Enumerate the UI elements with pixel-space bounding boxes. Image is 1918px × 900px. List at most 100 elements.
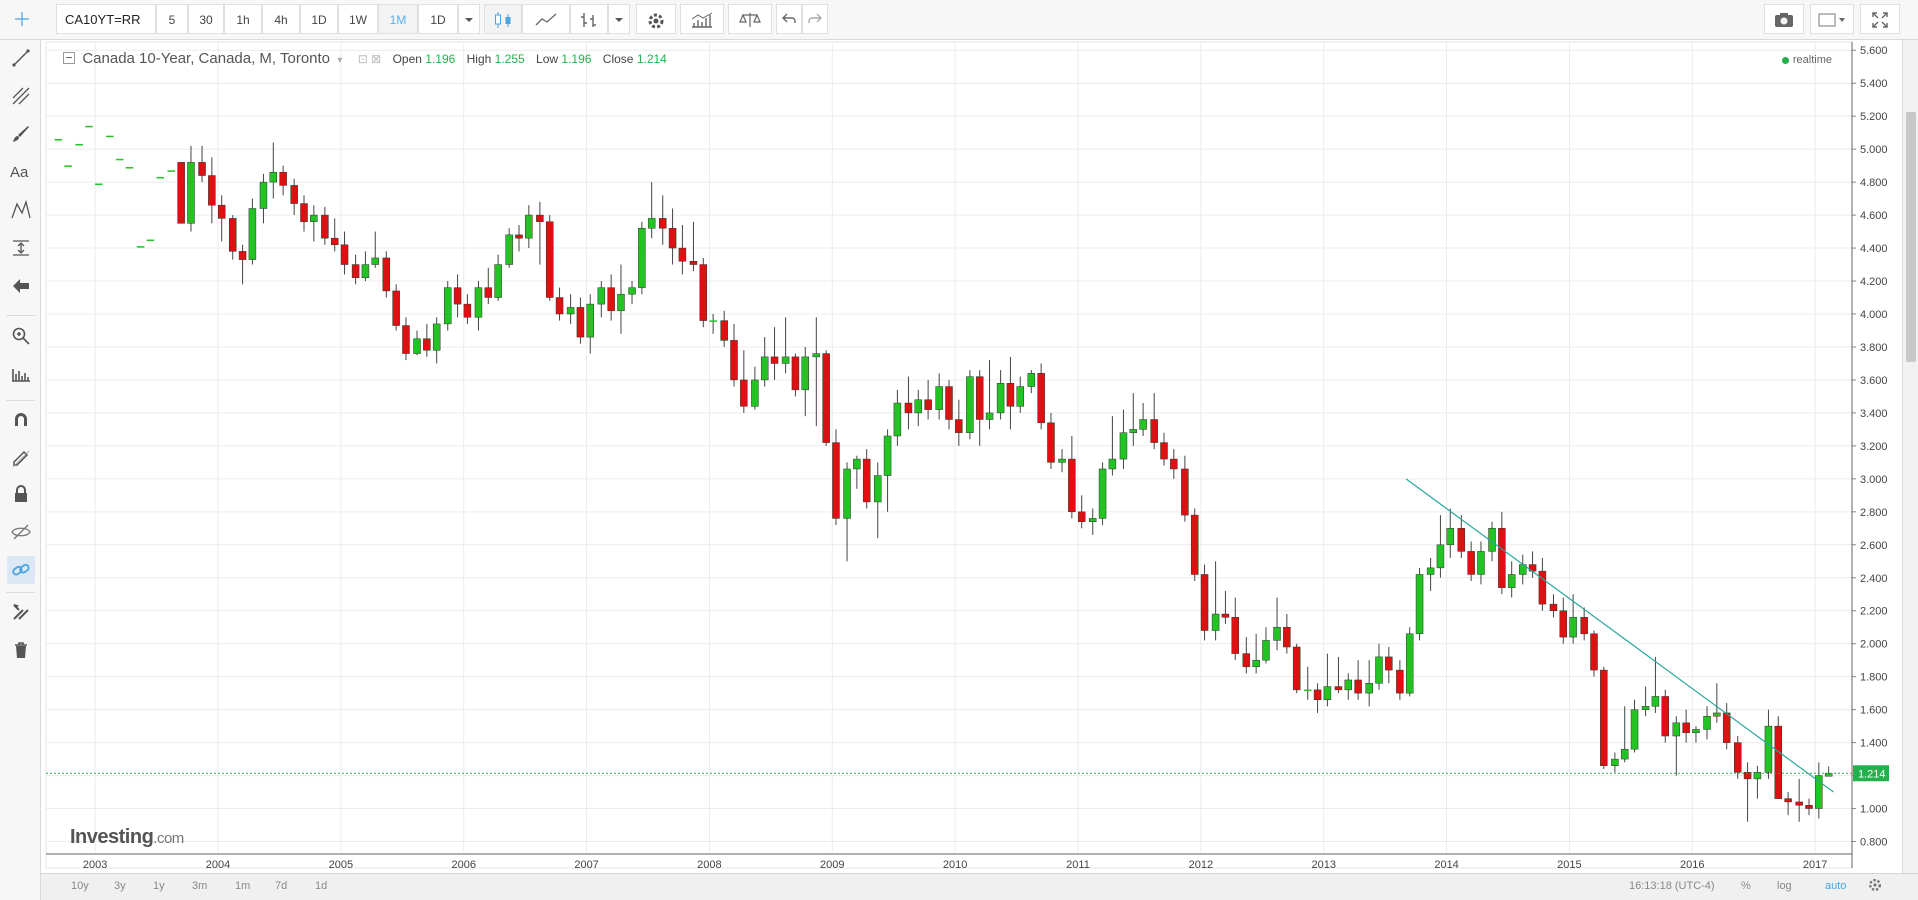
candle-body [484, 287, 493, 298]
candle-body [1273, 626, 1281, 641]
chart-style-dropdown[interactable] [608, 4, 630, 34]
candle-body [1283, 626, 1291, 648]
interval-1d[interactable]: 1D [300, 4, 338, 34]
interval-4h[interactable]: 4h [262, 4, 300, 34]
range-10y[interactable]: 10y [71, 880, 89, 892]
brush-icon[interactable] [7, 120, 35, 148]
gear-icon[interactable] [636, 4, 676, 34]
symbol-input[interactable]: CA10YT=RR [56, 4, 156, 34]
area-chart-icon[interactable] [522, 4, 570, 34]
compare-icon[interactable] [728, 4, 772, 34]
ruler-icon[interactable] [7, 360, 35, 388]
layout-select[interactable] [1810, 4, 1854, 34]
candle-body [822, 353, 830, 443]
x-tick-label: 2016 [1680, 859, 1704, 871]
interval-30[interactable]: 30 [188, 4, 224, 34]
y-tick-label: 3.000 [1860, 474, 1888, 486]
candle-body [638, 228, 646, 288]
pattern-icon[interactable] [7, 196, 35, 224]
plot-area [45, 41, 1853, 869]
scrollbar-thumb[interactable] [1906, 112, 1916, 362]
candle-body [177, 162, 185, 224]
interval-1d-custom[interactable]: 1D [418, 4, 458, 34]
toolbar-divider [6, 315, 35, 316]
x-tick-label: 2011 [1066, 859, 1090, 871]
candle-body [1108, 458, 1117, 470]
candle-body [1611, 758, 1619, 766]
candle-body [1292, 646, 1301, 691]
percent-toggle[interactable]: % [1741, 880, 1751, 892]
range-3y[interactable]: 3y [114, 880, 126, 892]
trash-icon[interactable] [7, 636, 35, 664]
toolbar-divider [6, 592, 35, 593]
candle-body [1365, 683, 1373, 694]
pencil-lock-icon[interactable] [7, 444, 35, 472]
y-tick-label: 1.800 [1860, 672, 1888, 684]
candles-style-button[interactable] [484, 4, 522, 34]
eye-icon[interactable] [7, 518, 35, 546]
candle-body [1815, 775, 1823, 809]
y-tick-label: 2.600 [1860, 540, 1888, 552]
candle-body [269, 171, 278, 183]
candle-body [146, 239, 155, 242]
candle-body [136, 246, 145, 248]
collapse-icon[interactable] [63, 52, 75, 64]
range-7d[interactable]: 7d [275, 880, 288, 892]
range-3m[interactable]: 3m [192, 880, 208, 892]
wrench-icon[interactable] [7, 598, 35, 626]
magnet-icon[interactable] [7, 406, 35, 434]
interval-5[interactable]: 5 [156, 4, 188, 34]
range-1d[interactable]: 1d [315, 880, 328, 892]
candle-body [1651, 696, 1660, 707]
interval-1w[interactable]: 1W [338, 4, 378, 34]
gear-icon[interactable] [1867, 877, 1883, 896]
arrow-left-icon[interactable] [7, 272, 35, 300]
indicators-icon[interactable] [680, 4, 724, 34]
candle-body [1774, 725, 1783, 799]
crosshair-icon[interactable] [8, 4, 36, 34]
candle-body [1006, 382, 1015, 407]
low-label: Low [536, 52, 559, 66]
candle-body [658, 218, 667, 229]
log-toggle[interactable]: log [1777, 880, 1792, 892]
pitchfork-icon[interactable] [7, 82, 35, 110]
measure-icon[interactable] [7, 234, 35, 262]
lock-icon[interactable] [7, 480, 35, 508]
candle-body [505, 234, 513, 265]
auto-toggle[interactable]: auto [1825, 880, 1847, 892]
bars-style-icon[interactable] [570, 4, 608, 34]
candle-body [945, 386, 953, 420]
candle-body [812, 353, 821, 358]
undo-icon[interactable] [776, 4, 802, 34]
trend-line-icon[interactable] [7, 44, 35, 72]
zoom-icon[interactable] [7, 322, 35, 350]
close-small-icon[interactable]: ⊠ [371, 52, 382, 66]
interval-dropdown[interactable] [458, 4, 480, 34]
candle-body [966, 376, 974, 433]
last-price-label: 1.214 [1858, 768, 1886, 780]
range-1y[interactable]: 1y [153, 880, 165, 892]
candle-body [1313, 689, 1322, 700]
text-icon[interactable]: Aa [7, 158, 35, 186]
chart-title: Canada 10-Year, Canada, M, Toronto [82, 50, 331, 67]
redo-icon[interactable] [802, 4, 828, 34]
candle-body [1507, 574, 1516, 588]
candle-body [647, 218, 656, 229]
y-tick-label: 2.200 [1860, 606, 1888, 618]
candle-body [402, 325, 410, 354]
title-dropdown-icon[interactable]: ▾ [337, 55, 343, 66]
close-value: 1.214 [636, 52, 667, 66]
link-icon[interactable] [7, 556, 35, 584]
y-tick-label: 4.600 [1860, 210, 1888, 222]
range-1m[interactable]: 1m [235, 880, 251, 892]
candle-body [781, 356, 790, 364]
vertical-scrollbar[interactable] [1902, 40, 1918, 873]
interval-1h[interactable]: 1h [224, 4, 262, 34]
fullscreen-icon[interactable] [1860, 4, 1900, 34]
settings-small-icon[interactable]: ⊡ [357, 52, 368, 66]
candle-body [1498, 528, 1506, 588]
interval-1m[interactable]: 1M [378, 4, 418, 34]
bottom-toolbar: 10y 3y 1y 3m 1m 7d 1d 16:13:18 (UTC-4) %… [41, 873, 1918, 900]
camera-icon[interactable] [1764, 4, 1804, 34]
